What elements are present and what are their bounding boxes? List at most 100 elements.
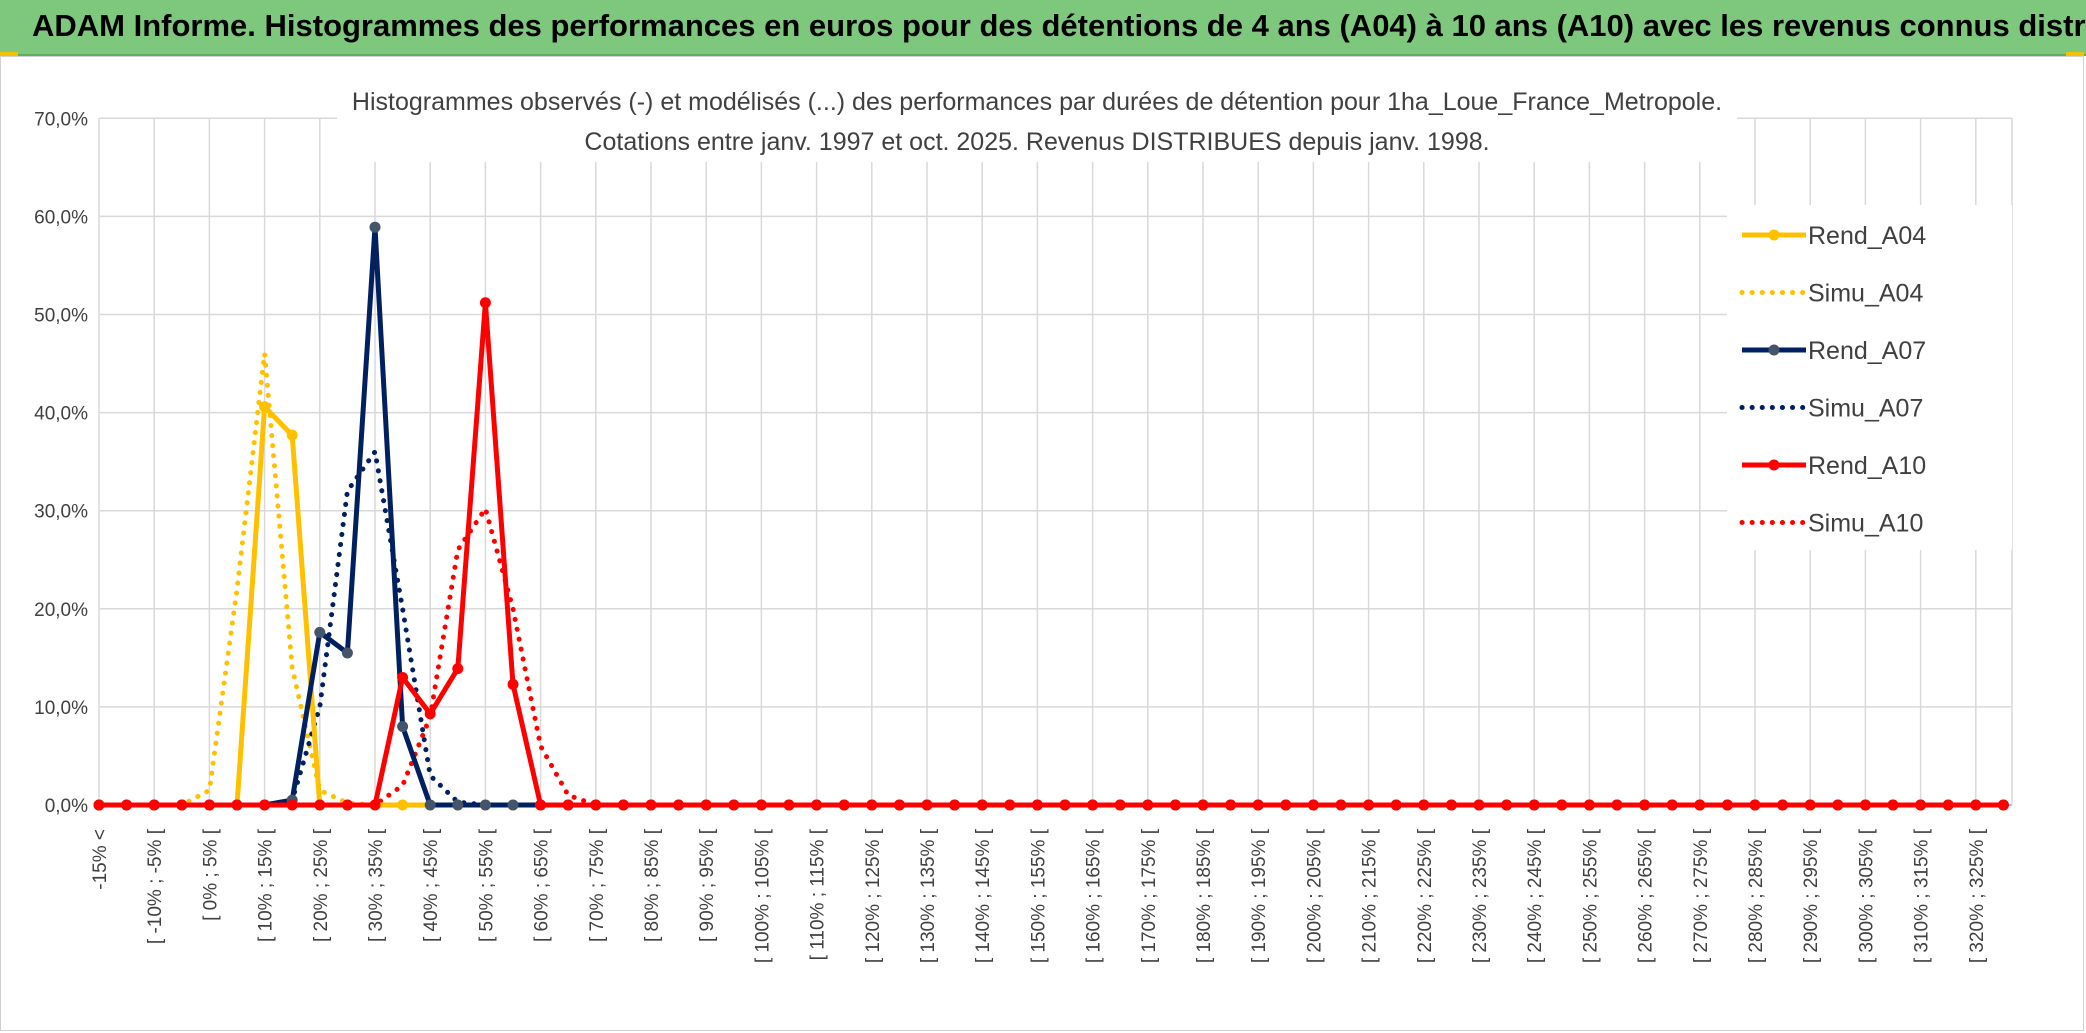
data-point bbox=[369, 221, 381, 233]
data-point bbox=[1280, 799, 1292, 811]
series-rend-a10 bbox=[93, 297, 2009, 811]
data-point bbox=[1749, 799, 1761, 811]
data-point bbox=[1197, 799, 1209, 811]
data-point bbox=[397, 799, 409, 811]
data-point bbox=[1307, 799, 1319, 811]
data-point bbox=[286, 429, 298, 441]
x-tick-label: [ 130% ; 135% [ bbox=[918, 828, 939, 963]
data-point bbox=[1611, 799, 1623, 811]
data-point bbox=[203, 799, 215, 811]
page-title: ADAM Informe. Histogrammes des performan… bbox=[32, 8, 2086, 43]
y-axis: 0,0% 10,0% 20,0% 30,0% 40,0% 50,0% 60,0% 70,0% bbox=[34, 109, 88, 817]
data-point bbox=[93, 799, 105, 811]
x-tick-label: [ 260% ; 265% [ bbox=[1636, 828, 1657, 963]
plot-area bbox=[93, 221, 2009, 811]
data-point bbox=[728, 799, 740, 811]
data-point bbox=[1859, 799, 1871, 811]
x-tick-label: [ 60% ; 65% [ bbox=[532, 828, 553, 942]
data-point bbox=[673, 799, 685, 811]
data-point bbox=[397, 721, 409, 733]
x-tick-label: [ 180% ; 185% [ bbox=[1194, 828, 1215, 963]
x-tick-label: [ 120% ; 125% [ bbox=[863, 828, 884, 963]
x-tick-label: [ 10% ; 15% [ bbox=[256, 828, 277, 942]
chart-title: Histogrammes observés (-) et modélisés (… bbox=[352, 88, 1722, 116]
legend-marker bbox=[1768, 229, 1780, 241]
legend-background bbox=[1727, 205, 2012, 550]
data-point bbox=[1832, 799, 1844, 811]
frame-corner-left bbox=[0, 52, 18, 57]
x-tick-label: [ 280% ; 285% [ bbox=[1746, 828, 1767, 963]
data-point bbox=[1363, 799, 1375, 811]
data-point bbox=[562, 799, 574, 811]
header-banner: ADAM Informe. Histogrammes des performan… bbox=[0, 0, 2086, 56]
data-point bbox=[176, 799, 188, 811]
data-point bbox=[1556, 799, 1568, 811]
data-point bbox=[259, 401, 271, 413]
y-tick-label: 30,0% bbox=[34, 502, 88, 523]
legend-item: Rend_A07 bbox=[1742, 337, 1926, 365]
data-point bbox=[341, 647, 353, 659]
x-tick-label: -15% < bbox=[90, 829, 111, 890]
data-point bbox=[535, 799, 547, 811]
data-point bbox=[1887, 799, 1899, 811]
data-point bbox=[397, 671, 409, 683]
data-point bbox=[452, 799, 464, 811]
x-tick-label: [ 190% ; 195% [ bbox=[1249, 828, 1270, 963]
data-point bbox=[921, 799, 933, 811]
y-tick-label: 0,0% bbox=[45, 796, 88, 817]
data-point bbox=[1114, 799, 1126, 811]
data-point bbox=[1528, 799, 1540, 811]
data-point bbox=[259, 799, 271, 811]
legend-item: Simu_A07 bbox=[1739, 395, 1923, 423]
data-point bbox=[617, 799, 629, 811]
data-point bbox=[452, 663, 464, 675]
x-tick-label: [ 40% ; 45% [ bbox=[421, 828, 442, 942]
legend-label: Rend_A10 bbox=[1808, 452, 1926, 480]
series-rend-a07 bbox=[93, 221, 2009, 811]
data-point bbox=[286, 799, 298, 811]
chart-subtitle: Cotations entre janv. 1997 et oct. 2025.… bbox=[584, 128, 1489, 156]
data-point bbox=[314, 626, 326, 638]
data-point bbox=[1970, 799, 1982, 811]
data-point bbox=[1583, 799, 1595, 811]
x-tick-label: [ 80% ; 85% [ bbox=[642, 828, 663, 942]
y-tick-label: 70,0% bbox=[34, 109, 88, 130]
data-point bbox=[479, 799, 491, 811]
x-tick-label: [ 240% ; 245% [ bbox=[1525, 828, 1546, 963]
data-point bbox=[1721, 799, 1733, 811]
x-tick-label: [ 90% ; 95% [ bbox=[697, 828, 718, 942]
legend-item: Simu_A04 bbox=[1739, 280, 1923, 308]
data-point bbox=[314, 799, 326, 811]
x-tick-label: [ 210% ; 215% [ bbox=[1360, 828, 1381, 963]
data-point bbox=[1252, 799, 1264, 811]
data-point bbox=[1997, 799, 2009, 811]
x-tick-label: [ 150% ; 155% [ bbox=[1028, 828, 1049, 963]
x-tick-label: [ 290% ; 295% [ bbox=[1801, 828, 1822, 963]
x-tick-label: [ 170% ; 175% [ bbox=[1139, 828, 1160, 963]
data-point bbox=[1169, 799, 1181, 811]
data-point bbox=[1666, 799, 1678, 811]
legend-label: Rend_A07 bbox=[1808, 337, 1926, 365]
data-point bbox=[1335, 799, 1347, 811]
legend-item: Simu_A10 bbox=[1739, 510, 1923, 538]
data-point bbox=[1087, 799, 1099, 811]
y-tick-label: 20,0% bbox=[34, 600, 88, 621]
data-point bbox=[1225, 799, 1237, 811]
data-point bbox=[507, 678, 519, 690]
data-point bbox=[507, 799, 519, 811]
data-point bbox=[1031, 799, 1043, 811]
data-point bbox=[341, 799, 353, 811]
x-tick-label: [ 20% ; 25% [ bbox=[311, 828, 332, 942]
x-tick-label: [ 110% ; 115% [ bbox=[808, 828, 829, 960]
x-tick-label: [ 50% ; 55% [ bbox=[476, 828, 497, 942]
x-tick-label: [ -10% ; -5% [ bbox=[145, 828, 166, 944]
x-tick-label: [ 100% ; 105% [ bbox=[752, 828, 773, 963]
x-tick-label: [ 300% ; 305% [ bbox=[1856, 828, 1877, 963]
legend-item: Rend_A04 bbox=[1742, 222, 1926, 250]
data-point bbox=[424, 799, 436, 811]
title-background bbox=[337, 82, 1737, 162]
data-point bbox=[783, 799, 795, 811]
data-point bbox=[1473, 799, 1485, 811]
data-point bbox=[1942, 799, 1954, 811]
